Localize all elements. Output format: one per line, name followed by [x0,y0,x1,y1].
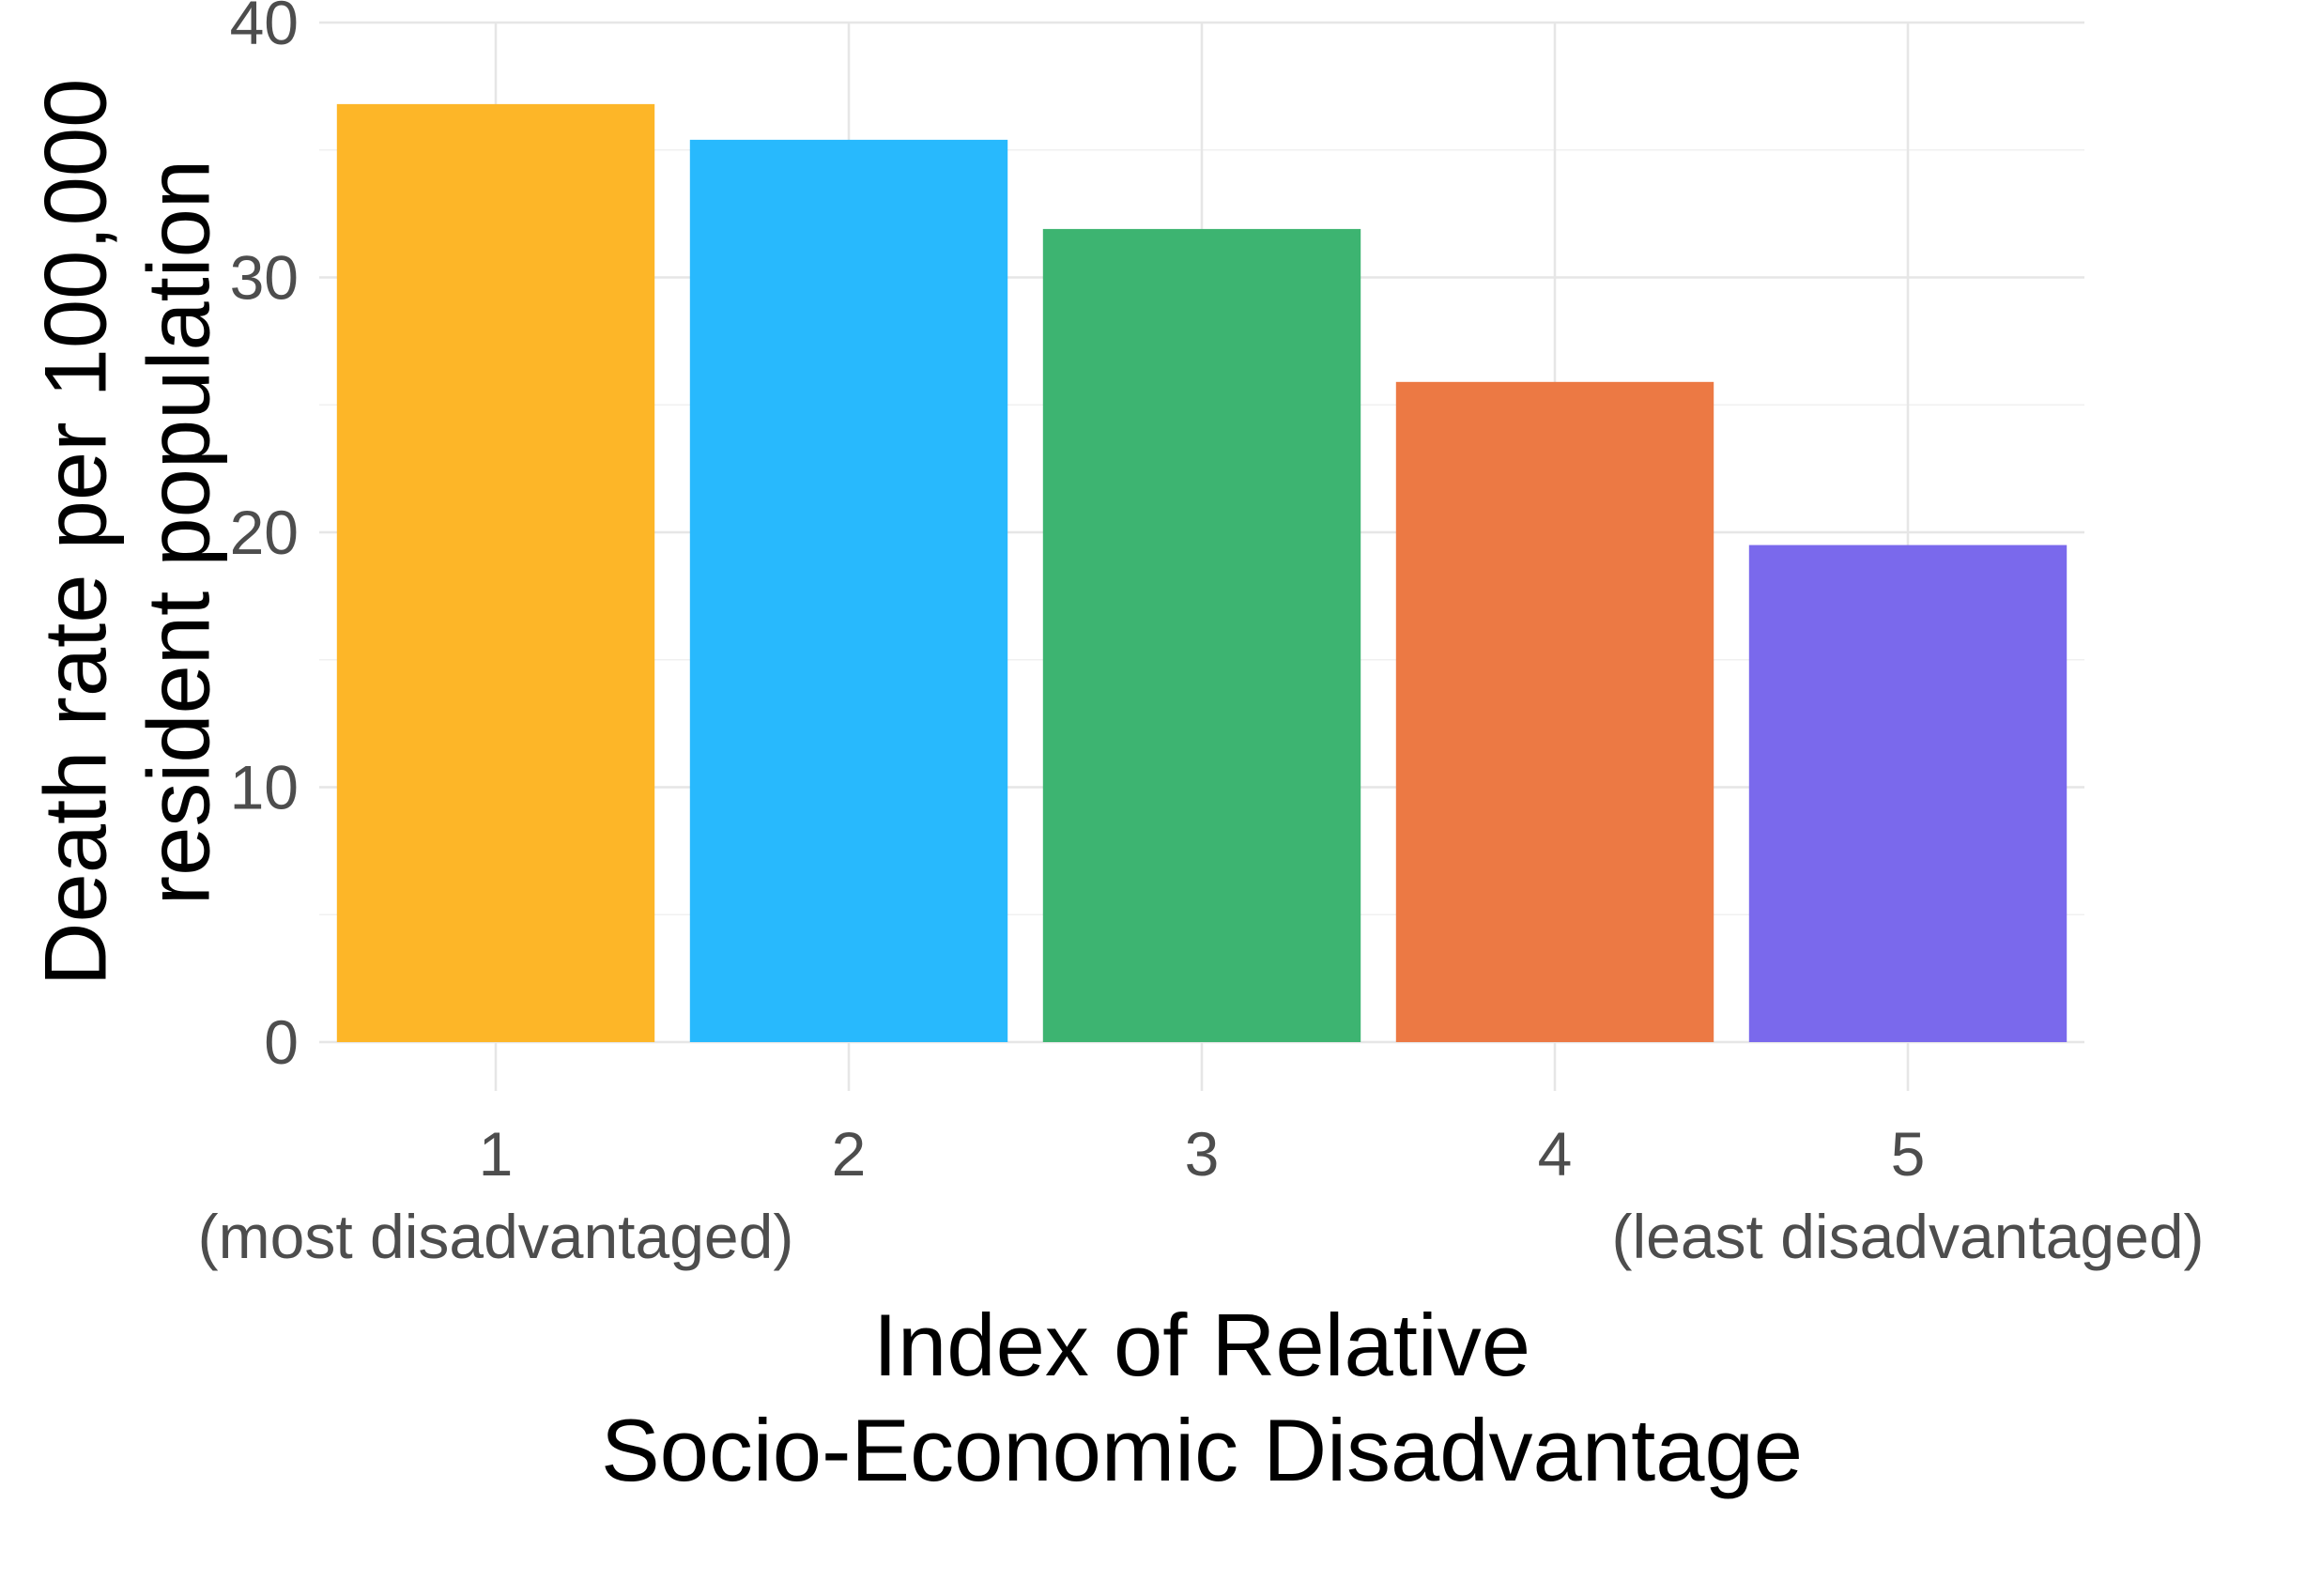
x-tick-labels: 1 (most disadvantaged) 2 3 4 5 (least disadvan… [198,1119,2205,1271]
x-tick-sublabel: (most disadvantaged) [198,1202,794,1271]
x-tick-label: 3 [1185,1119,1220,1189]
bar-layer [336,103,2068,1043]
bar-4 [1395,381,1714,1042]
x-tick-label: 1 [479,1119,514,1189]
x-tick-label: 5 [1891,1119,1926,1189]
bar-5 [1748,545,2068,1042]
x-tick-label: 4 [1538,1119,1573,1189]
y-tick-label: 40 [230,0,299,57]
bar-2 [689,139,1008,1042]
y-axis-title: resident population [130,160,228,905]
x-axis-title: Socio-Economic Disadvantage [601,1401,1803,1499]
x-tick-label: 2 [832,1119,867,1189]
bar-1 [336,103,655,1042]
y-axis-title: Death rate per 100,000 [26,79,125,987]
x-axis-title: Index of Relative [873,1296,1530,1394]
y-tick-label: 10 [230,753,299,822]
y-tick-labels: 0 10 20 30 40 [230,0,299,1077]
x-tick-sublabel: (least disadvantaged) [1611,1202,2204,1271]
bar-3 [1042,228,1361,1043]
y-tick-label: 20 [230,498,299,567]
y-tick-label: 30 [230,243,299,313]
y-tick-label: 0 [264,1007,299,1077]
